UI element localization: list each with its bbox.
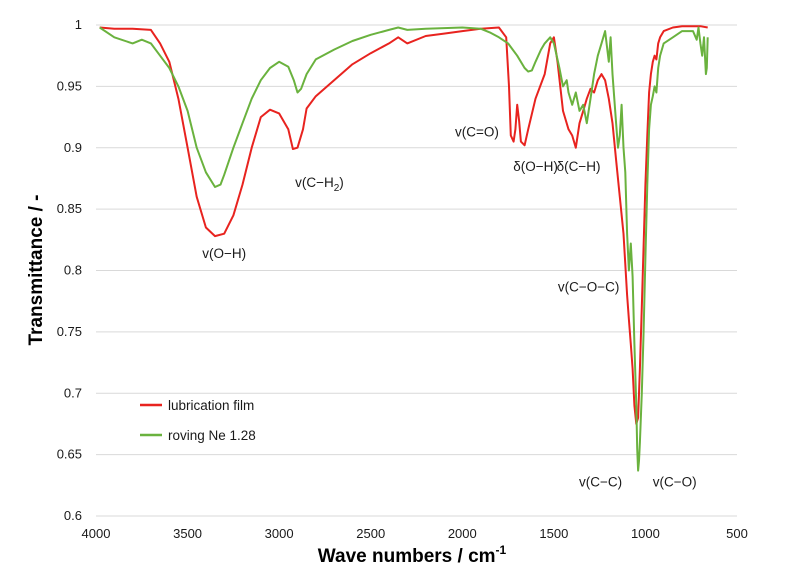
annotations: v(O−H) v(C−H2) v(C=O) δ(O−H)δ(C−H) v(C−O−C) v… bbox=[202, 125, 696, 490]
annotation-label: v(C=O) bbox=[455, 125, 499, 140]
y-tick-label: 0.6 bbox=[64, 508, 82, 523]
x-tick-label: 3000 bbox=[265, 526, 294, 541]
annotation-text: v(C=O) bbox=[455, 125, 499, 140]
y-tick-label: 0.85 bbox=[57, 201, 82, 216]
legend-label-lubrication-film: lubrication film bbox=[168, 398, 254, 413]
annotation-label: v(C−H2) bbox=[295, 175, 344, 194]
gridlines bbox=[96, 24, 737, 517]
series-line-0 bbox=[99, 25, 708, 425]
annotation-text: v(C−C) bbox=[579, 475, 622, 490]
annotation-subscript: 2 bbox=[334, 183, 340, 194]
y-tick-labels: 0.6 0.65 0.7 0.75 0.8 0.85 0.9 0.95 1 bbox=[57, 17, 82, 523]
y-tick-label: 0.75 bbox=[57, 324, 82, 339]
annotation-text: v(C−H bbox=[295, 175, 334, 190]
y-axis-title: Transmittance / - bbox=[26, 195, 47, 346]
x-tick-label: 2000 bbox=[448, 526, 477, 541]
x-tick-label: 3500 bbox=[173, 526, 202, 541]
series-line-1 bbox=[99, 26, 709, 472]
y-tick-label: 1 bbox=[75, 17, 82, 32]
x-axis-title-text: Wave numbers / cm bbox=[318, 546, 496, 567]
annotation-label: v(C−O−C) bbox=[558, 279, 620, 294]
x-tick-label: 2500 bbox=[356, 526, 385, 541]
x-tick-label: 500 bbox=[726, 526, 748, 541]
annotation-text: v(C−O) bbox=[653, 475, 697, 490]
x-tick-labels: 4000 3500 3000 2500 2000 1500 1000 500 bbox=[82, 526, 748, 541]
series-lines bbox=[99, 25, 709, 472]
y-tick-label: 0.7 bbox=[64, 385, 82, 400]
annotation-label: v(C−O) bbox=[653, 475, 697, 490]
annotation-text: δ(O−H) bbox=[513, 159, 558, 174]
annotation-label: δ(O−H) bbox=[513, 159, 558, 174]
legend-label-roving: roving Ne 1.28 bbox=[168, 428, 256, 443]
x-axis-title: Wave numbers / cm-1 bbox=[318, 543, 507, 567]
annotation-text: v(C−O−C) bbox=[558, 279, 620, 294]
annotation-text: δ(C−H) bbox=[557, 159, 601, 174]
y-tick-label: 0.9 bbox=[64, 140, 82, 155]
annotation-label: δ(C−H) bbox=[557, 159, 601, 174]
y-tick-label: 0.65 bbox=[57, 447, 82, 462]
y-tick-label: 0.95 bbox=[57, 78, 82, 93]
y-tick-label: 0.8 bbox=[64, 263, 82, 278]
legend: lubrication film roving Ne 1.28 bbox=[140, 398, 256, 443]
annotation-text: v(O−H) bbox=[202, 246, 246, 261]
x-tick-label: 4000 bbox=[82, 526, 111, 541]
annotation-label: v(O−H) bbox=[202, 246, 246, 261]
annotation-label: v(C−C) bbox=[579, 475, 622, 490]
x-axis-title-superscript: -1 bbox=[496, 543, 507, 557]
x-tick-label: 1500 bbox=[539, 526, 568, 541]
annotation-suffix: ) bbox=[339, 175, 344, 190]
x-tick-label: 1000 bbox=[631, 526, 660, 541]
